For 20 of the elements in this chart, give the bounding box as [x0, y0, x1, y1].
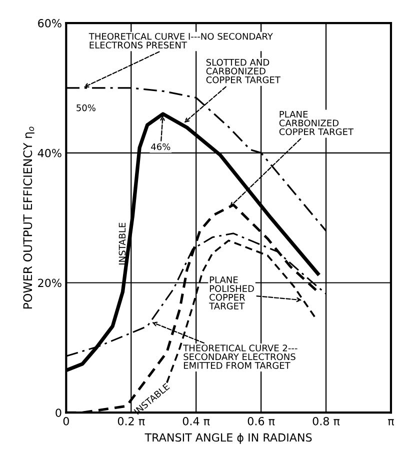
x-tick-label: 0.2 π: [118, 416, 145, 426]
y-tick-label: 20%: [38, 278, 62, 288]
annotation: PLANE POLISHED COPPER TARGET: [209, 276, 254, 310]
y-tick-label: 0: [56, 408, 62, 417]
x-tick-label: 0.6 π: [248, 416, 275, 426]
y-tick-label: 60%: [38, 19, 62, 28]
annotation: SLOTTED AND CARBONIZED COPPER TARGET: [206, 58, 280, 84]
annotation: THEORETICAL CURVE I---NO SECONDARY ELECTRONS PRESENT: [88, 32, 273, 49]
annotation: 46%: [151, 143, 170, 150]
x-tick-label: 0.8 π: [312, 416, 340, 426]
y-axis-title: POWER OUTPUT EFFICIENCY η$_{o}$: [23, 126, 34, 309]
x-tick-label: π: [388, 419, 394, 426]
annotation: INSTABLE: [118, 222, 126, 264]
x-tick-label: 0: [63, 416, 69, 426]
x-axis-title: TRANSIT ANGLE ϕ IN RADIANS: [144, 433, 312, 444]
annotation: THEORETICAL CURVE 2--- SECONDARY ELECTRONS EMITTED FROM TARGET: [183, 344, 298, 369]
x-tick-label: 0.4 π: [182, 416, 210, 426]
annotation: PLANE CARBONIZED COPPER TARGET: [279, 110, 354, 136]
y-tick-label: 40%: [38, 148, 62, 158]
annotation: 50%: [76, 104, 96, 112]
